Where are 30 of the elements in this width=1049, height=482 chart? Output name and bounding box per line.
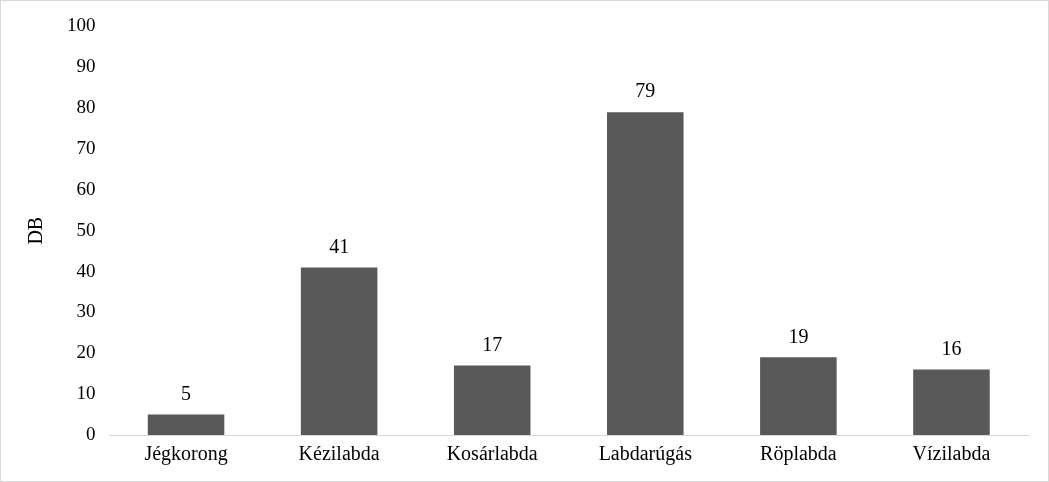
y-tick-label: 0 bbox=[86, 422, 96, 444]
data-label: 5 bbox=[181, 381, 192, 404]
y-axis-title: DB bbox=[24, 216, 47, 245]
bar bbox=[147, 414, 225, 435]
y-tick-label: 70 bbox=[76, 136, 96, 158]
data-label: 17 bbox=[482, 332, 503, 355]
y-tick-label: 30 bbox=[76, 300, 96, 322]
bar bbox=[760, 357, 837, 435]
bar bbox=[913, 369, 990, 435]
data-label: 41 bbox=[329, 234, 350, 257]
x-tick-label: Röplabda bbox=[760, 442, 837, 466]
bar bbox=[607, 112, 684, 435]
y-tick-label: 50 bbox=[76, 218, 96, 240]
data-label: 19 bbox=[788, 324, 809, 347]
y-tick-label: 20 bbox=[76, 341, 96, 363]
y-tick-label: 90 bbox=[76, 55, 96, 77]
x-tick-label: Labdarúgás bbox=[598, 442, 693, 466]
bar bbox=[453, 365, 531, 435]
y-tick-label: 60 bbox=[76, 177, 96, 199]
data-label: 79 bbox=[635, 79, 656, 102]
y-tick-label: 40 bbox=[76, 259, 96, 281]
y-tick-label: 80 bbox=[76, 96, 96, 118]
data-label: 16 bbox=[941, 336, 962, 359]
x-tick-label: Kézilabda bbox=[298, 442, 380, 465]
bar bbox=[300, 267, 378, 435]
x-tick-label: Jégkorong bbox=[144, 442, 228, 466]
x-tick-label: Kosárlabda bbox=[446, 442, 538, 465]
y-tick-label: 10 bbox=[76, 382, 96, 404]
x-tick-label: Vízilabda bbox=[912, 442, 991, 465]
y-tick-label: 100 bbox=[67, 14, 96, 36]
